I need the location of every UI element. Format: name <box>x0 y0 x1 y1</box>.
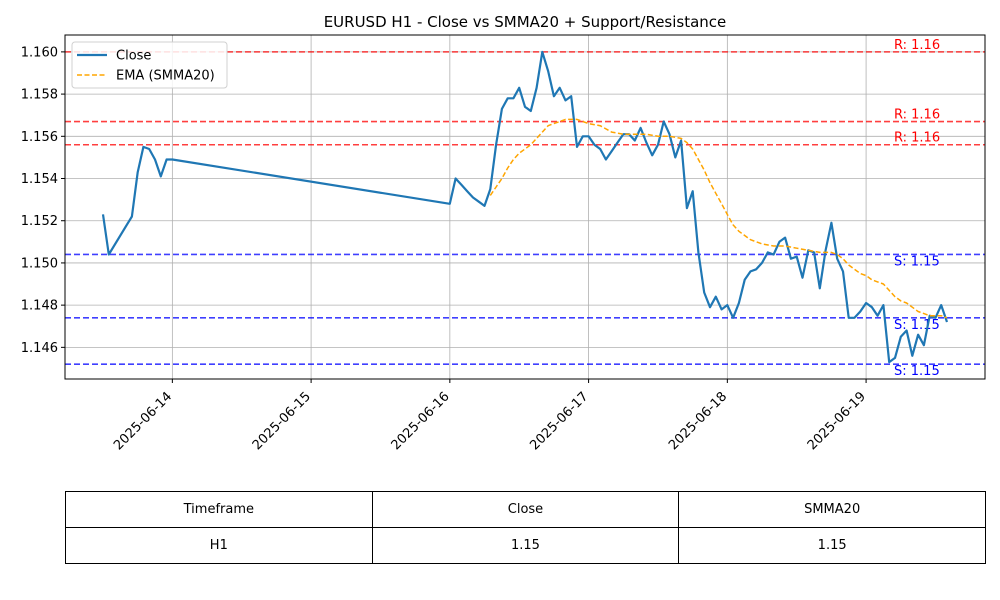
chart-title: EURUSD H1 - Close vs SMMA20 + Support/Re… <box>324 13 727 31</box>
legend: Close EMA (SMMA20) <box>71 41 228 89</box>
x-tick-label: 2025-06-16 <box>389 389 453 453</box>
table-cell: 1.15 <box>678 527 986 564</box>
support-level-label: S: 1.15 <box>894 318 940 333</box>
legend-label: EMA (SMMA20) <box>116 69 215 84</box>
y-tick-label: 1.152 <box>21 214 58 229</box>
table-row: H1 1.15 1.15 <box>65 527 986 564</box>
support-level-label: S: 1.15 <box>894 364 940 379</box>
y-tick-label: 1.146 <box>21 341 58 356</box>
y-tick-label: 1.156 <box>21 130 58 145</box>
legend-box <box>71 41 228 89</box>
resistance-level-label: R: 1.16 <box>894 131 940 146</box>
x-tick-label: 2025-06-18 <box>666 389 730 453</box>
series-lines <box>101 50 949 364</box>
close-line <box>101 50 949 364</box>
axis-ticks: 2025-06-14 2025-06-15 2025-06-16 2025-06-17… <box>21 45 869 453</box>
smma20-line <box>489 118 948 319</box>
table-cell: 1.15 <box>371 527 680 564</box>
legend-label: Close <box>116 49 151 64</box>
table-header-cell: Timeframe <box>65 491 373 528</box>
table-header-cell: SMMA20 <box>678 491 986 528</box>
x-tick-label: 2025-06-19 <box>805 389 869 453</box>
y-tick-label: 1.154 <box>21 172 58 187</box>
x-tick-label: 2025-06-17 <box>527 389 591 453</box>
x-tick-label: 2025-06-15 <box>250 389 314 453</box>
x-tick-label: 2025-06-14 <box>111 389 175 453</box>
resistance-level-label: R: 1.16 <box>894 38 940 53</box>
y-tick-label: 1.160 <box>21 45 58 60</box>
plot-frame <box>64 34 986 380</box>
y-tick-label: 1.158 <box>21 88 58 103</box>
resistance-level-label: R: 1.16 <box>894 108 940 123</box>
table-header-row: Timeframe Close SMMA20 <box>65 491 986 528</box>
support-resistance-levels: R: 1.16 R: 1.16 R: 1.16 S: 1.15 S: 1.15 S: 1.… <box>65 38 985 379</box>
y-tick-label: 1.150 <box>21 256 58 271</box>
y-tick-label: 1.148 <box>21 299 58 314</box>
table-cell: H1 <box>65 527 373 564</box>
chart-figure: EURUSD H1 - Close vs SMMA20 + Support/Re… <box>21 13 986 453</box>
summary-table: Timeframe Close SMMA20 H1 1.15 1.15 <box>65 491 986 564</box>
table-header-cell: Close <box>371 491 680 528</box>
support-level-label: S: 1.15 <box>894 254 940 269</box>
